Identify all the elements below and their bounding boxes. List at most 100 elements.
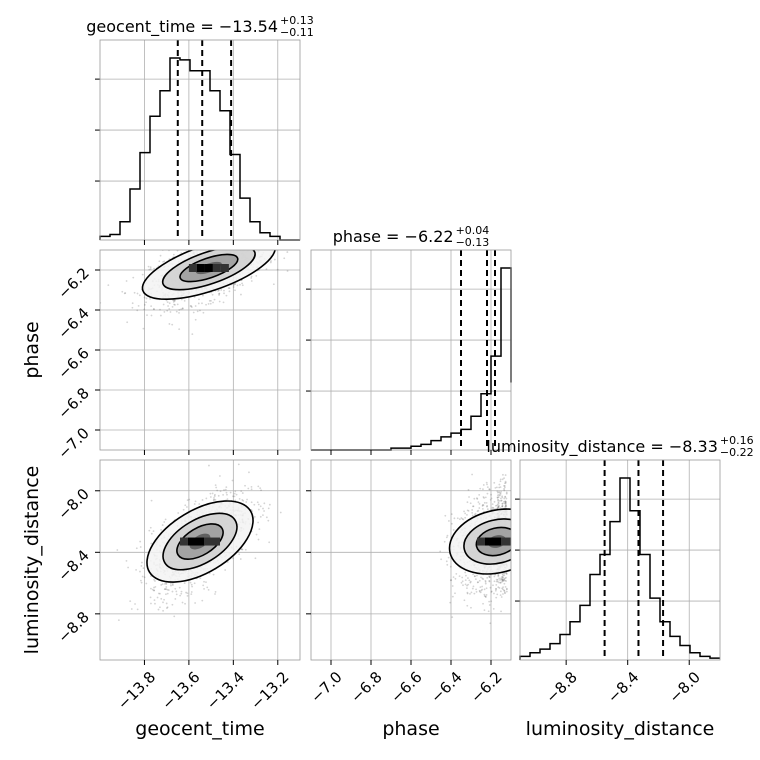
sample-point bbox=[483, 501, 486, 504]
sample-point bbox=[165, 299, 168, 302]
sample-point bbox=[241, 284, 244, 287]
histogram-bar bbox=[590, 574, 600, 660]
sample-point bbox=[478, 590, 481, 593]
sample-point bbox=[241, 234, 243, 236]
sample-point bbox=[213, 495, 216, 497]
sample-point bbox=[492, 584, 494, 587]
sample-point bbox=[501, 495, 503, 498]
sample-point bbox=[462, 518, 465, 521]
sample-point bbox=[455, 572, 458, 575]
sample-point bbox=[493, 580, 496, 583]
sample-point bbox=[460, 581, 463, 584]
sample-point bbox=[267, 221, 269, 223]
density-peak-bin bbox=[212, 264, 221, 272]
sample-point bbox=[503, 589, 505, 592]
sample-point bbox=[504, 480, 507, 483]
sample-point bbox=[504, 482, 506, 485]
sample-point bbox=[210, 299, 212, 302]
sample-point bbox=[500, 490, 502, 493]
sample-point bbox=[150, 587, 152, 590]
sample-point bbox=[504, 592, 506, 595]
sample-point bbox=[471, 514, 474, 517]
sample-point bbox=[176, 244, 178, 246]
sample-point bbox=[159, 254, 162, 257]
sample-point bbox=[146, 314, 148, 317]
sample-point bbox=[273, 258, 276, 261]
sample-point bbox=[157, 608, 160, 611]
sample-point bbox=[490, 497, 493, 500]
sample-point bbox=[171, 305, 174, 308]
sample-point bbox=[256, 236, 258, 238]
sample-point bbox=[249, 232, 251, 234]
sample-point bbox=[502, 574, 504, 577]
sample-point bbox=[499, 497, 502, 500]
sample-point bbox=[206, 586, 209, 589]
sample-point bbox=[499, 579, 501, 581]
sample-point bbox=[193, 582, 196, 585]
y-tick-label-phase: −6.6 bbox=[54, 344, 92, 382]
sample-point bbox=[250, 488, 253, 491]
sample-point bbox=[216, 240, 218, 242]
sample-point bbox=[501, 579, 504, 582]
histogram-bar bbox=[560, 635, 570, 660]
sample-point bbox=[239, 246, 241, 248]
sample-point bbox=[466, 592, 469, 595]
sample-point bbox=[500, 499, 503, 502]
sample-point bbox=[232, 286, 235, 288]
sample-point bbox=[255, 216, 257, 218]
sample-point bbox=[226, 561, 229, 563]
sample-point bbox=[462, 584, 464, 587]
sample-point bbox=[501, 502, 504, 505]
x-tick-label-luminosity_distance: −8.8 bbox=[542, 668, 580, 706]
sample-point bbox=[210, 243, 212, 245]
sample-point bbox=[233, 283, 236, 285]
sample-point bbox=[254, 557, 257, 560]
sample-point bbox=[238, 244, 240, 246]
sample-point bbox=[499, 480, 502, 483]
sample-point bbox=[270, 260, 272, 262]
sample-point bbox=[195, 246, 197, 248]
sample-point bbox=[163, 521, 166, 523]
sample-point bbox=[241, 282, 243, 285]
sample-point bbox=[467, 488, 470, 491]
sample-point bbox=[254, 247, 256, 249]
sample-point bbox=[226, 493, 228, 496]
sample-point bbox=[224, 243, 226, 245]
sample-point bbox=[190, 583, 193, 586]
histogram-panel-luminosity_distance: −8.8 −8.4 −8.0 luminosity_distance = −8.33 +… bbox=[486, 434, 753, 707]
sample-point bbox=[206, 234, 208, 236]
sample-point bbox=[133, 291, 136, 294]
sample-point bbox=[157, 592, 160, 595]
x-tick-label-phase: −6.4 bbox=[427, 668, 465, 706]
sample-point bbox=[154, 602, 156, 605]
sample-point bbox=[202, 294, 204, 297]
histogram-bar bbox=[580, 605, 590, 660]
sample-point bbox=[501, 505, 504, 507]
panel-content bbox=[100, 216, 289, 336]
sample-point bbox=[251, 231, 253, 233]
sample-point bbox=[449, 565, 452, 568]
sample-point bbox=[469, 592, 471, 595]
sample-point bbox=[190, 245, 192, 247]
sample-point bbox=[141, 575, 144, 578]
sample-point bbox=[460, 517, 463, 519]
sample-point bbox=[191, 585, 194, 588]
sample-point bbox=[221, 248, 223, 250]
sample-point bbox=[505, 497, 508, 500]
sample-point bbox=[153, 308, 155, 311]
sample-point bbox=[502, 579, 505, 582]
sample-point bbox=[450, 513, 453, 516]
sample-point bbox=[149, 266, 152, 269]
histogram-bar bbox=[130, 189, 140, 240]
sample-point bbox=[216, 229, 218, 231]
x-tick-label-phase: −6.2 bbox=[467, 668, 505, 706]
sample-point bbox=[240, 245, 242, 247]
sample-point bbox=[150, 542, 153, 545]
sample-point bbox=[160, 529, 163, 531]
panel-title-phase: phase = −6.22 +0.04−0.13 bbox=[333, 224, 490, 249]
sample-point bbox=[243, 248, 245, 250]
sample-point bbox=[499, 494, 501, 497]
sample-point bbox=[130, 608, 133, 610]
sample-point bbox=[154, 585, 157, 588]
sample-point bbox=[189, 305, 192, 307]
